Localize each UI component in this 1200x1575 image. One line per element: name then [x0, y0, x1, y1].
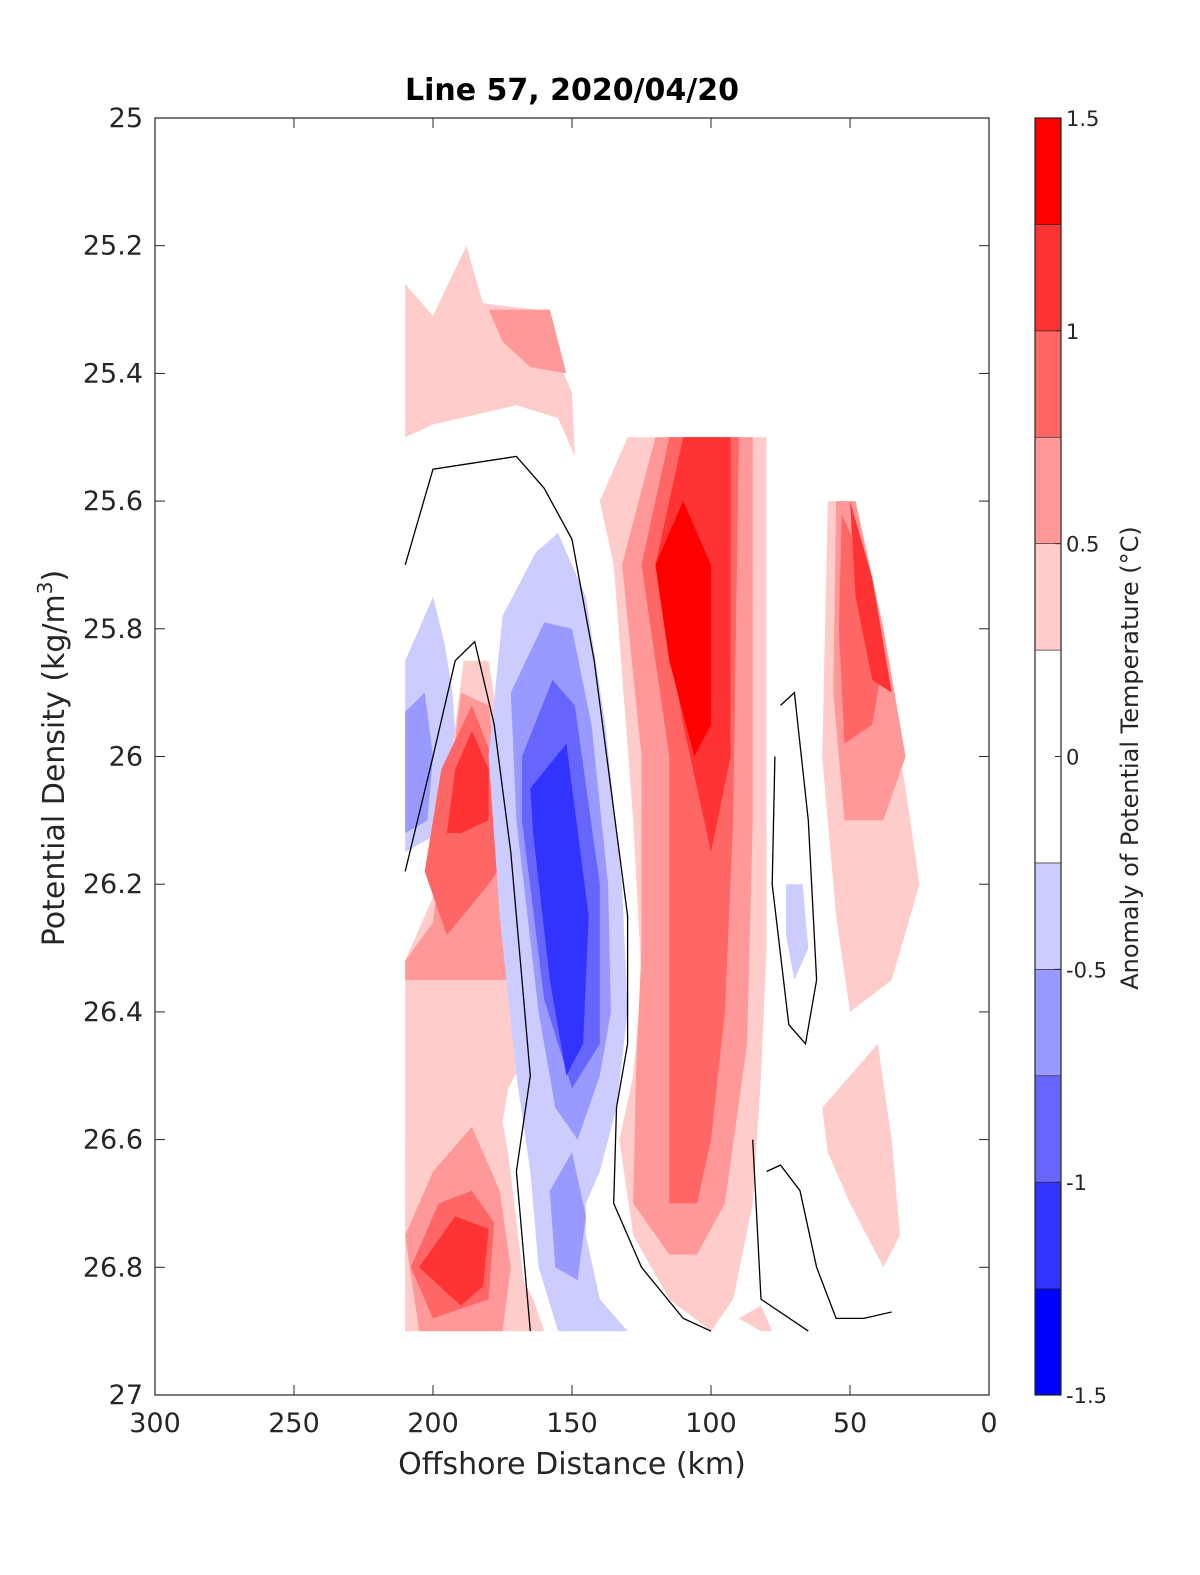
x-tick-label: 250 [268, 1408, 320, 1439]
colorbar-bin [1034, 436, 1062, 544]
x-axis-title: Offshore Distance (km) [398, 1447, 746, 1482]
colorbar-tick-label: 1 [1066, 320, 1079, 344]
colorbar-title: Anomaly of Potential Temperature (°C) [1116, 526, 1144, 990]
colorbar-bin [1034, 1181, 1062, 1289]
colorbar-tick-label: 0.5 [1066, 533, 1099, 557]
colorbar-tick-label: 1.5 [1066, 107, 1099, 131]
x-tick-label: 150 [546, 1408, 598, 1439]
colorbar-bin [1034, 1288, 1062, 1396]
contour-region-upper-shelf-warm-core [488, 309, 567, 374]
colorbar-tick-label: 0 [1066, 746, 1079, 770]
contour-region-deep-cold-patch [549, 1152, 586, 1281]
plot-area: 300 250 200 150 100 50 0 2525.225.425.625.8262… [83, 103, 998, 1439]
zero-contour-5 [752, 1139, 809, 1332]
x-tick-label: 50 [833, 1408, 867, 1439]
zero-contour-4 [766, 1164, 892, 1320]
y-tick-label: 25.2 [83, 231, 143, 262]
contour-region-deep-offshore-warm-top [419, 1216, 489, 1306]
y-axis-title-superscript: 3 [33, 581, 57, 594]
x-tick-label: 100 [685, 1408, 737, 1439]
zero-contour-2 [404, 640, 531, 1332]
y-tick-label: 26.6 [83, 1125, 143, 1156]
y-tick-label: 26 [109, 742, 143, 773]
zero-contour-layer [404, 455, 892, 1332]
y-tick-label: 27 [109, 1380, 143, 1411]
contour-region-main-cold-center [530, 743, 589, 1076]
y-tick-label: 25.6 [83, 486, 143, 517]
colorbar-bin [1034, 117, 1062, 225]
y-tick-label: 25 [109, 103, 143, 134]
contour-region-nearshore-warm-top [850, 501, 892, 693]
y-tick-label: 26.8 [83, 1252, 143, 1283]
contour-region-offshore-warm-patch-top [446, 731, 489, 834]
y-tick-label: 26.4 [83, 997, 143, 1028]
colorbar-tick-label: -1 [1066, 1171, 1087, 1195]
contour-region-offshore-cool-core [405, 692, 433, 834]
y-tick-label: 26.2 [83, 869, 143, 900]
zero-contour-1 [404, 455, 712, 1332]
contour-region-coastal-warm-jet-peak [655, 501, 711, 757]
contour-region-nearshore-deep-warm [822, 1043, 900, 1268]
y-axis: 25 25.2 25.4 25.6 25.8 26 26.2 26.4 26.6 26.8 27 [83, 103, 989, 1411]
zero-contour-3 [771, 691, 818, 1046]
colorbar-bin [1034, 543, 1062, 651]
x-tick-label: 300 [129, 1408, 181, 1439]
colorbar-bins [1034, 117, 1062, 1396]
colorbar-tick-label: -1.5 [1066, 1384, 1107, 1408]
colorbar-bin [1034, 330, 1062, 438]
colorbar-bin [1034, 1075, 1062, 1183]
y-tick-label: 25.8 [83, 614, 143, 645]
colorbar-bin [1034, 969, 1062, 1077]
y-tick-label: 25.4 [83, 358, 143, 389]
x-axis: 300 250 200 150 100 50 0 [129, 118, 998, 1439]
x-tick-label: 200 [407, 1408, 459, 1439]
contour-region-nearshore-cool-spot [786, 884, 809, 980]
contour-region-bottom-warm-sliver [738, 1305, 773, 1332]
y-axis-title-main: Potential Density (kg/m [37, 594, 72, 946]
colorbar: -1.5 -1 -0.5 0 0.5 1 1.5 Anomaly of Potential … [1034, 107, 1144, 1408]
x-tick-label: 0 [980, 1408, 997, 1439]
contour-fill-layer [405, 245, 920, 1332]
colorbar-bin [1034, 862, 1062, 970]
contour-region-nearshore-warm-core [838, 513, 884, 744]
colorbar-ticks: -1.5 -1 -0.5 0 0.5 1 1.5 [1055, 107, 1107, 1408]
contour-region-upper-shelf-warm [405, 245, 575, 457]
colorbar-tick-label: -0.5 [1066, 958, 1107, 982]
chart-title: Line 57, 2020/04/20 [405, 73, 739, 108]
colorbar-bin [1034, 224, 1062, 332]
y-axis-title: Potential Density (kg/m3) [33, 570, 72, 946]
y-axis-title-close: ) [37, 570, 72, 582]
